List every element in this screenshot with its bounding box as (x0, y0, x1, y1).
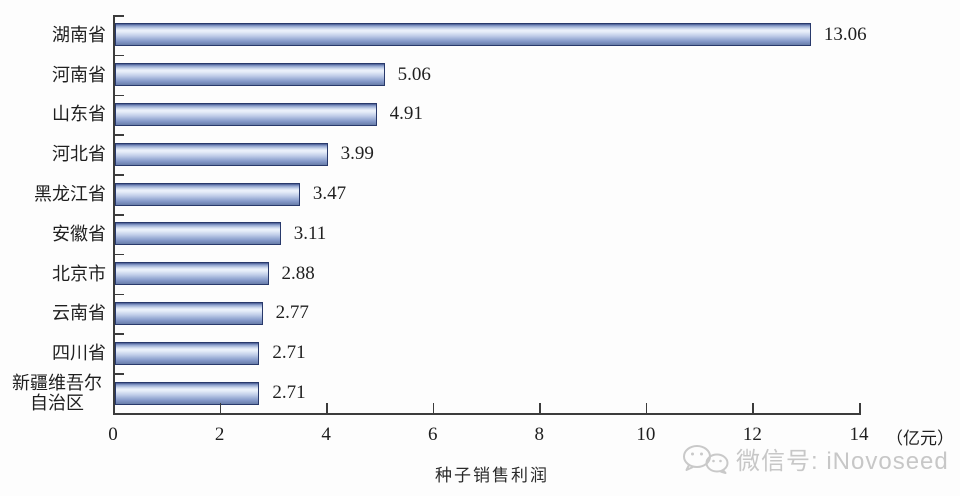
bar (115, 103, 377, 126)
x-tick-label: 10 (636, 424, 656, 445)
value-label: 3.47 (312, 183, 347, 205)
value-label: 2.71 (272, 342, 306, 364)
y-axis-tick (113, 174, 124, 176)
bar (115, 302, 263, 325)
x-axis-tick (432, 403, 435, 413)
watermark-text: 微信号: iNovoseed (736, 448, 949, 475)
value-label: 3.99 (340, 143, 374, 165)
bar (115, 182, 300, 206)
bar (115, 222, 281, 246)
category-label: 安徽省 (52, 223, 106, 244)
bar (115, 23, 811, 47)
wechat-icon (682, 444, 730, 474)
x-axis-tick (539, 403, 541, 413)
category-label: 北京市 (52, 263, 106, 284)
value-label: 5.06 (397, 63, 431, 85)
x-axis-tick (752, 403, 754, 413)
y-axis-line (113, 15, 115, 414)
bar (115, 142, 328, 166)
unit-label: （亿元） (886, 429, 954, 448)
y-axis-tick (113, 373, 124, 375)
x-tick-label: 8 (534, 424, 545, 445)
category-label: 山东省 (52, 104, 106, 125)
y-axis-tick (113, 15, 124, 17)
x-tick-label: 6 (427, 424, 438, 445)
y-axis-tick (113, 333, 124, 335)
x-tick-label: 0 (108, 424, 118, 445)
x-axis-tick (326, 403, 328, 413)
x-tick-label: 14 (849, 424, 869, 445)
x-axis-line (113, 413, 861, 415)
category-label: 黑龙江省 (34, 184, 106, 205)
x-axis-tick (219, 403, 222, 413)
category-label: 河南省 (52, 64, 106, 85)
y-axis-tick (113, 253, 124, 256)
y-axis-tick (113, 293, 124, 296)
x-axis-tick (645, 403, 648, 413)
y-axis-tick (113, 94, 124, 97)
category-label: 四川省 (52, 343, 106, 364)
value-label: 13.06 (823, 23, 867, 45)
y-axis-tick (113, 134, 124, 136)
bar (115, 341, 260, 365)
value-label: 2.71 (272, 382, 306, 404)
x-axis-title: 种子销售利润 (435, 466, 549, 485)
bar (115, 63, 385, 87)
x-tick-label: 12 (742, 424, 762, 445)
value-label: 3.11 (293, 222, 327, 244)
category-label: 新疆维吾尔 自治区 (12, 373, 102, 414)
category-label: 河北省 (52, 144, 106, 165)
x-tick-label: 4 (321, 424, 331, 445)
value-label: 2.88 (281, 262, 315, 284)
category-label: 云南省 (52, 303, 106, 324)
value-label: 2.77 (275, 302, 309, 324)
x-axis-tick (859, 403, 861, 413)
bar (115, 262, 269, 286)
bar (115, 381, 260, 405)
x-tick-label: 2 (214, 424, 225, 445)
y-axis-tick (113, 54, 124, 57)
category-label: 湖南省 (52, 24, 106, 45)
y-axis-tick (113, 214, 124, 216)
watermark: 微信号: iNovoseed (682, 441, 949, 476)
value-label: 4.91 (389, 103, 423, 125)
